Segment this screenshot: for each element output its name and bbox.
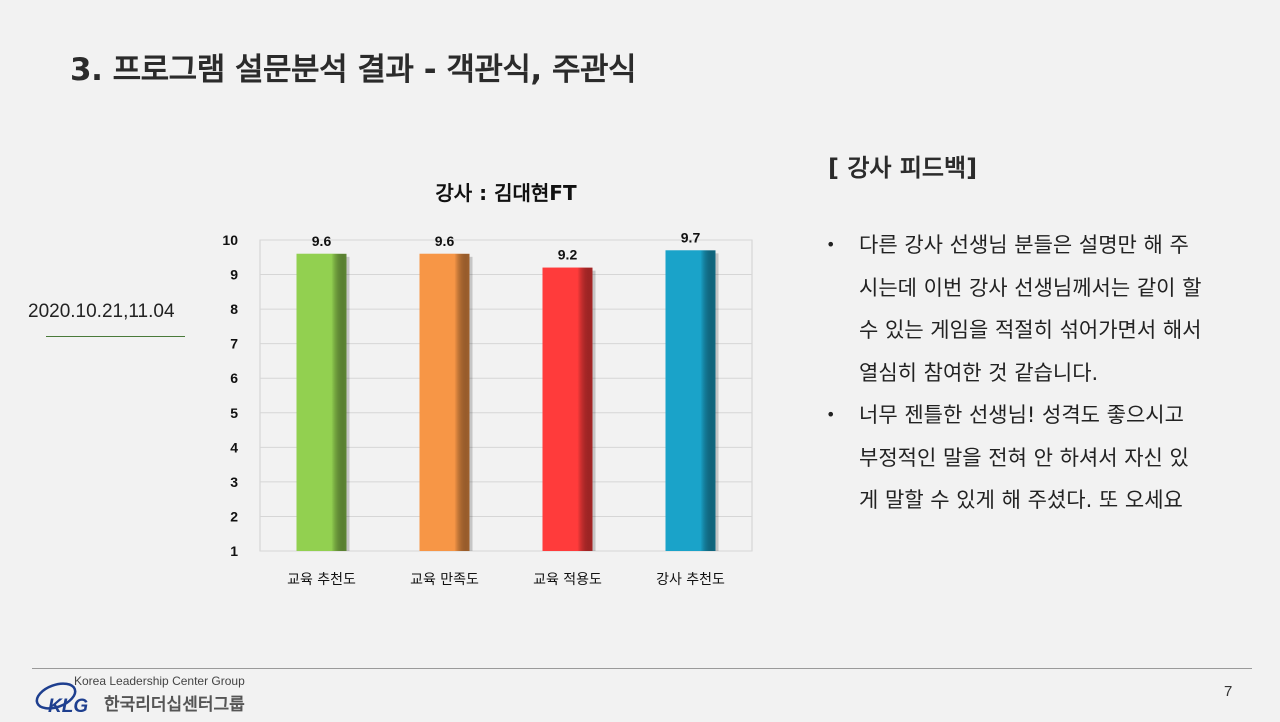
y-tick-label: 10 [222,232,238,248]
y-tick-label: 3 [230,474,238,490]
y-tick-label: 5 [230,405,238,421]
feedback-item: • 너무 젠틀한 선생님! 성격도 좋으시고 부정적인 말을 전혀 안 하셔서 … [824,394,1204,522]
y-tick-label: 1 [230,543,238,559]
bar-shading [419,253,470,552]
bar-shading [542,267,593,551]
y-tick-label: 6 [230,370,238,386]
bar-shading [665,250,716,551]
feedback-item: • 다른 강사 선생님 분들은 설명만 해 주시는데 이번 강사 선생님께서는 … [824,224,1204,394]
klg-logo-icon: KLG Korea Leadership Center Group 한국리더십센… [35,674,245,717]
x-tick-label: 강사 추천도 [656,572,725,588]
page-number: 7 [1224,683,1233,700]
chart-title: 강사 : 김대현FT [435,181,577,205]
slide-title: 3. 프로그램 설문분석 결과 - 객관식, 주관식 [70,52,637,88]
bar-chart: 강사 : 김대현FT 1 2 3 4 5 6 7 8 9 10 9.6 교육 추천도 9.6 교육 만족도 9… [210,170,770,610]
bullet-icon: • [826,235,836,254]
x-tick-label: 교육 추천도 [287,572,356,588]
y-tick-label: 8 [230,301,238,317]
company-logo: KLG Korea Leadership Center Group 한국리더십센… [34,672,274,718]
y-tick-label: 9 [230,267,238,283]
bar-shading [296,253,347,552]
data-label: 9.2 [558,247,578,263]
data-label: 9.6 [312,233,332,249]
footer-divider [32,668,1252,669]
data-label: 9.7 [681,229,701,245]
feedback-text: 다른 강사 선생님 분들은 설명만 해 주시는데 이번 강사 선생님께서는 같이… [859,233,1202,385]
feedback-text: 너무 젠틀한 선생님! 성격도 좋으시고 부정적인 말을 전혀 안 하셔서 자신… [859,403,1189,512]
logo-english-text: Korea Leadership Center Group [74,674,245,688]
feedback-list: • 다른 강사 선생님 분들은 설명만 해 주시는데 이번 강사 선생님께서는 … [824,224,1204,522]
logo-korean-text: 한국리더십센터그룹 [104,695,245,715]
y-tick-label: 2 [230,508,238,524]
y-tick-label: 4 [230,439,238,455]
date-underline [46,336,185,337]
y-tick-label: 7 [230,336,238,352]
data-label: 9.6 [435,233,455,249]
x-tick-label: 교육 만족도 [410,572,479,588]
date-label: 2020.10.21,11.04 [28,301,175,322]
feedback-title: [ 강사 피드백] [828,154,978,182]
bullet-icon: • [826,405,836,424]
x-tick-label: 교육 적용도 [533,572,602,588]
logo-mark-text: KLG [48,696,88,717]
